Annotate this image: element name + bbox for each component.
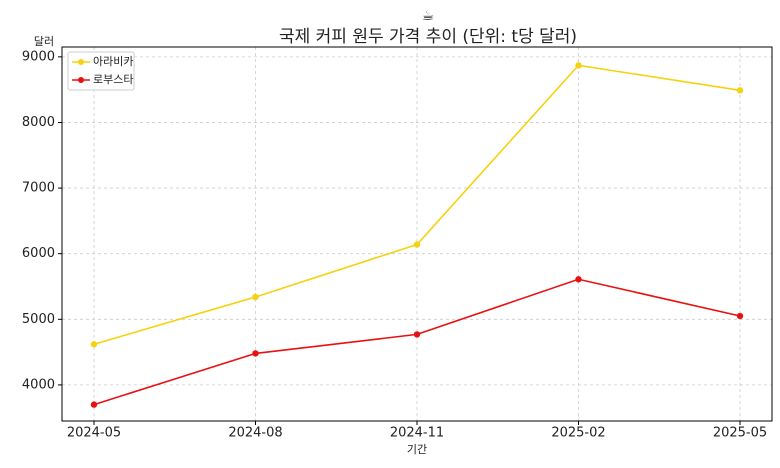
plot-frame xyxy=(61,46,773,422)
y-tick-label: 9000 xyxy=(22,49,55,64)
x-tick-label: 2024-08 xyxy=(228,426,282,441)
legend-label: 아라비카 xyxy=(93,55,133,68)
point xyxy=(252,350,259,357)
point xyxy=(90,341,98,348)
y-tick-label: 5000 xyxy=(22,312,55,327)
legend-swatch xyxy=(78,59,84,65)
point xyxy=(575,62,582,69)
y-axis-label: 달러 xyxy=(34,35,54,48)
y-tick-label: 8000 xyxy=(22,115,55,130)
y-tick-label: 4000 xyxy=(22,377,55,392)
y-tick-label: 7000 xyxy=(22,181,55,196)
x-tick-label: 2024-11 xyxy=(390,426,444,441)
point xyxy=(413,241,421,248)
legend-swatch xyxy=(78,77,84,83)
x-tick-label: 2025-05 xyxy=(713,426,767,441)
x-axis-label: 기간 xyxy=(407,443,427,456)
point xyxy=(575,276,582,283)
y-tick-label: 6000 xyxy=(22,246,55,261)
x-tick-label: 2025-02 xyxy=(551,426,605,441)
x-tick-label: 2024-05 xyxy=(67,426,121,441)
chart-title: 국제 커피 원두 가격 추이 (단위: t당 달러) xyxy=(279,27,577,47)
point xyxy=(736,312,744,320)
point xyxy=(252,293,259,301)
legend-label: 로부스타 xyxy=(93,73,133,86)
title-icon: ☕ xyxy=(422,8,435,24)
point xyxy=(736,87,744,94)
point xyxy=(413,331,421,338)
point xyxy=(90,401,98,408)
